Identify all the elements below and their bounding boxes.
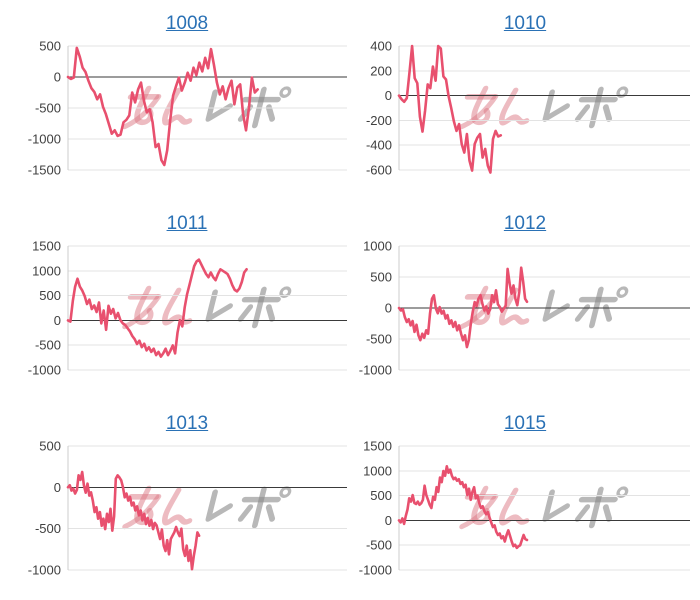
svg-text:0: 0 xyxy=(385,88,392,103)
svg-text:500: 500 xyxy=(370,270,392,285)
svg-text:-600: -600 xyxy=(366,163,392,178)
svg-text:1000: 1000 xyxy=(32,263,61,278)
svg-text:1500: 1500 xyxy=(363,439,392,454)
svg-text:0: 0 xyxy=(385,513,392,528)
plot-area: 500 0 -500 -1000 xyxy=(0,438,350,600)
svg-text:-1000: -1000 xyxy=(28,132,61,147)
svg-text:-1000: -1000 xyxy=(28,563,61,578)
plot-area: 1500 1000 500 0 -500 -1000 xyxy=(0,238,350,400)
chart-title: 1012 xyxy=(350,200,700,238)
chart-title: 1008 xyxy=(0,0,350,38)
svg-text:200: 200 xyxy=(370,63,392,78)
svg-text:500: 500 xyxy=(39,439,61,454)
chart-cell-1008: 1008 500 0 -500 -1000 -1500 xyxy=(0,0,350,200)
chart-cell-1015: 1015 1500 1000 500 0 -500 -1000 xyxy=(350,400,700,600)
svg-text:500: 500 xyxy=(39,288,61,303)
chart-cell-1013: 1013 500 0 -500 -1000 xyxy=(0,400,350,600)
chart-link-1012[interactable]: 1012 xyxy=(503,213,547,234)
svg-text:500: 500 xyxy=(39,39,61,54)
svg-text:0: 0 xyxy=(385,301,392,316)
svg-text:500: 500 xyxy=(370,488,392,503)
chart-title: 1011 xyxy=(0,200,350,238)
chart-link-1011[interactable]: 1011 xyxy=(166,213,208,234)
line-chart: 400 200 0 -200 -400 -600 xyxy=(366,39,690,178)
svg-text:-1000: -1000 xyxy=(359,363,392,378)
chart-link-1010[interactable]: 1010 xyxy=(503,13,547,34)
chart-cell-1012: 1012 1000 500 0 -500 -1000 xyxy=(350,200,700,400)
svg-text:0: 0 xyxy=(54,70,61,85)
chart-cell-1011: 1011 1500 1000 500 0 -500 -1000 xyxy=(0,200,350,400)
line-chart: 500 0 -500 -1000 xyxy=(28,439,347,578)
svg-text:-500: -500 xyxy=(366,538,392,553)
plot-area: 400 200 0 -200 -400 -600 xyxy=(350,38,700,200)
chart-link-1013[interactable]: 1013 xyxy=(165,413,209,434)
svg-text:-500: -500 xyxy=(366,332,392,347)
chart-title: 1013 xyxy=(0,400,350,438)
line-chart: 500 0 -500 -1000 -1500 xyxy=(28,39,347,178)
svg-text:-1000: -1000 xyxy=(359,563,392,578)
line-chart: 1500 1000 500 0 -500 -1000 xyxy=(359,439,690,578)
svg-text:-400: -400 xyxy=(366,138,392,153)
svg-text:-1500: -1500 xyxy=(28,163,61,178)
svg-text:-500: -500 xyxy=(35,101,61,116)
svg-text:0: 0 xyxy=(54,480,61,495)
svg-text:1500: 1500 xyxy=(32,239,61,254)
svg-text:-500: -500 xyxy=(35,521,61,536)
plot-area: 1500 1000 500 0 -500 -1000 xyxy=(350,438,700,600)
svg-text:-1000: -1000 xyxy=(28,363,61,378)
chart-title: 1015 xyxy=(350,400,700,438)
svg-text:-200: -200 xyxy=(366,113,392,128)
svg-text:0: 0 xyxy=(54,313,61,328)
plot-area: 500 0 -500 -1000 -1500 xyxy=(0,38,350,200)
chart-cell-1010: 1010 400 200 0 -200 -400 -600 xyxy=(350,0,700,200)
chart-title: 1010 xyxy=(350,0,700,38)
svg-text:400: 400 xyxy=(370,39,392,54)
svg-text:1000: 1000 xyxy=(363,463,392,478)
chart-link-1008[interactable]: 1008 xyxy=(165,13,209,34)
svg-text:-500: -500 xyxy=(35,338,61,353)
plot-area: 1000 500 0 -500 -1000 xyxy=(350,238,700,400)
line-chart: 1500 1000 500 0 -500 -1000 xyxy=(28,239,347,378)
line-chart: 1000 500 0 -500 -1000 xyxy=(359,239,690,378)
svg-text:1000: 1000 xyxy=(363,239,392,254)
chart-link-1015[interactable]: 1015 xyxy=(503,413,547,434)
